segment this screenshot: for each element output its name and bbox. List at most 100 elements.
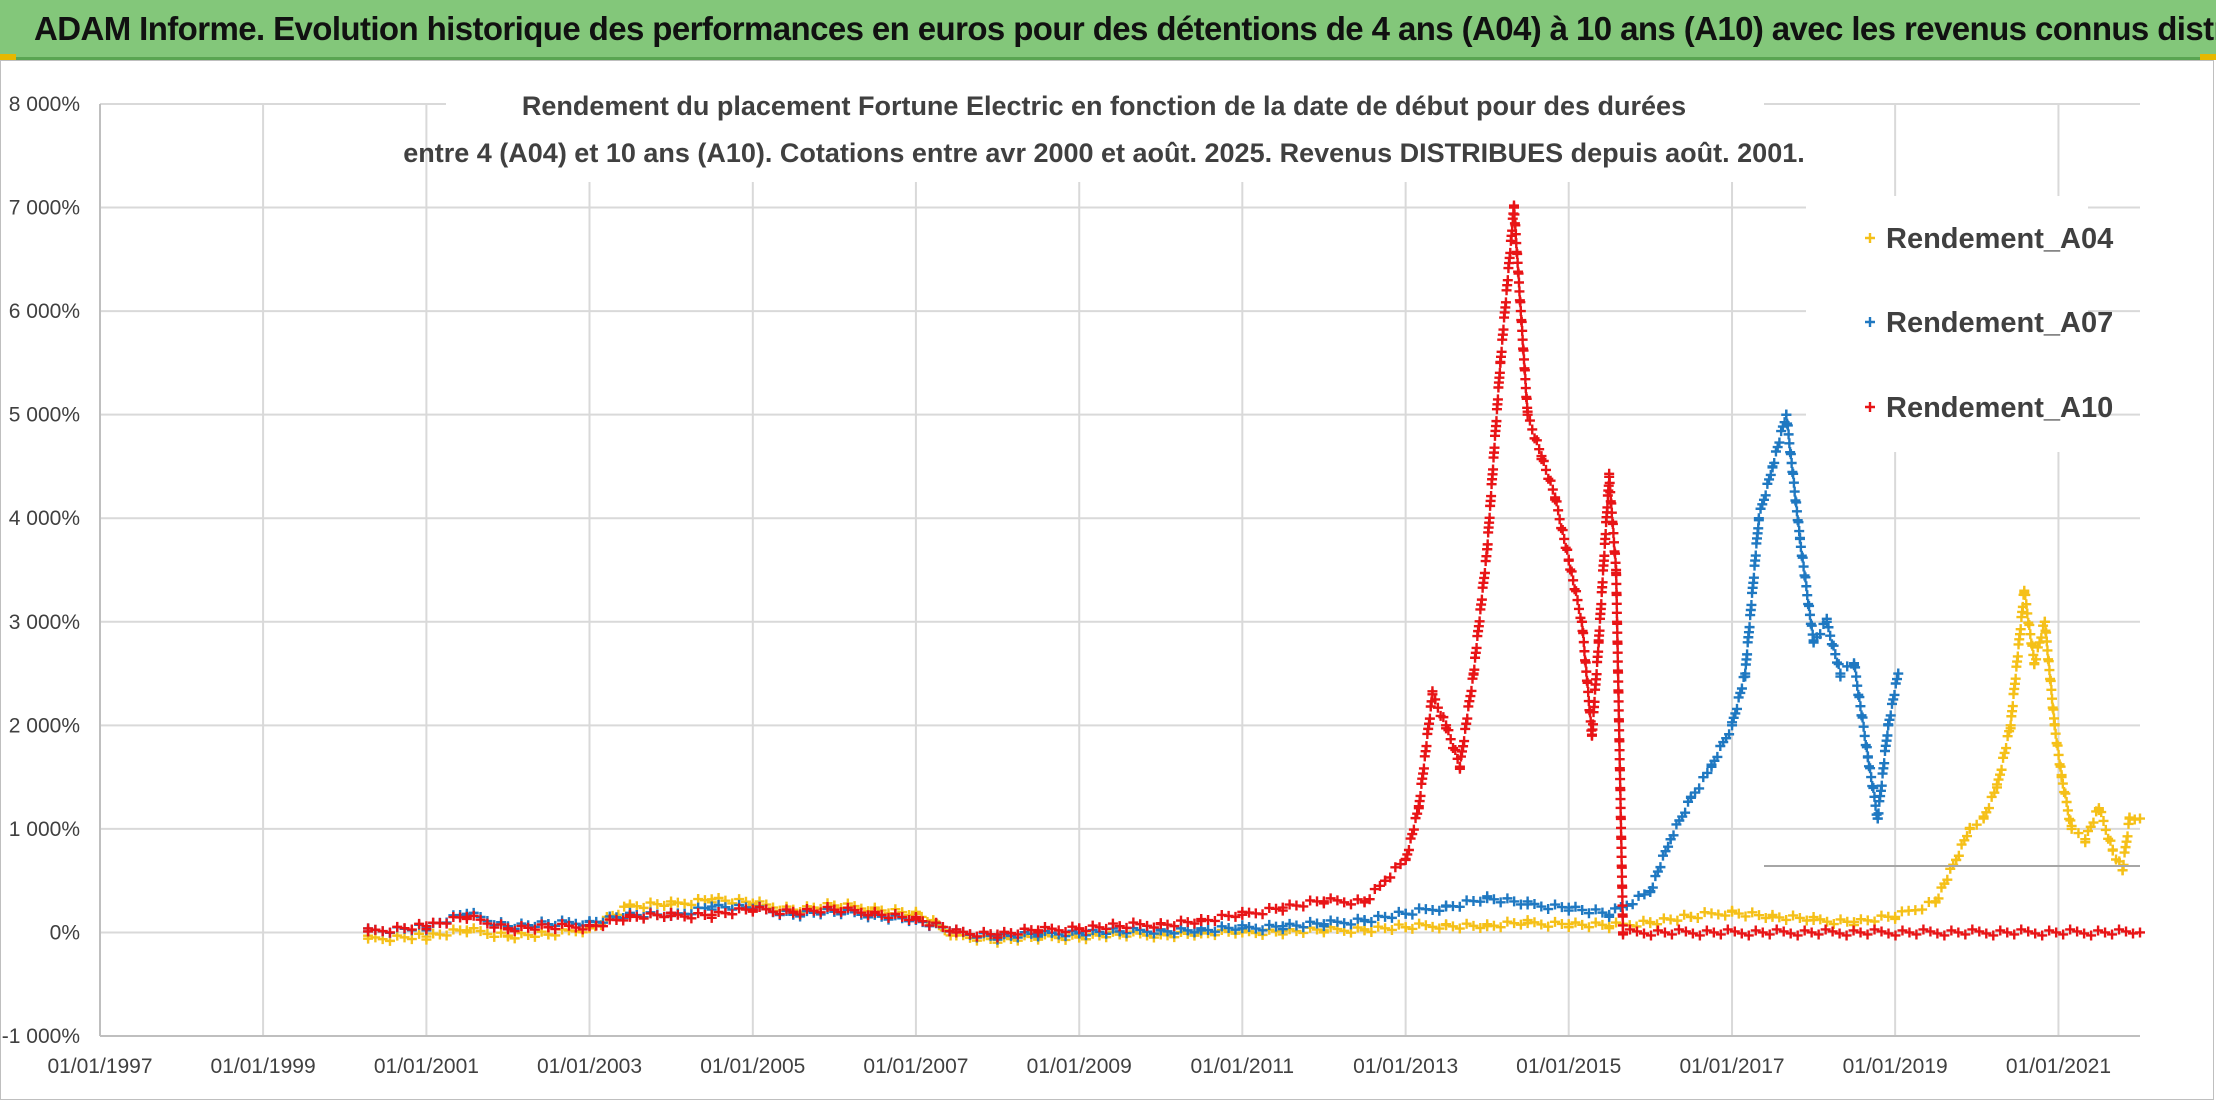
series-marker bbox=[618, 915, 629, 926]
data-point bbox=[1318, 896, 1329, 907]
series-marker bbox=[1230, 911, 1241, 922]
series-marker bbox=[1615, 785, 1626, 796]
series-marker bbox=[1541, 464, 1552, 475]
data-point bbox=[1114, 921, 1125, 932]
data-point bbox=[1033, 925, 1044, 936]
series-marker bbox=[1615, 902, 1626, 913]
series-marker bbox=[1750, 550, 1761, 561]
series-marker bbox=[1395, 859, 1406, 870]
series-marker bbox=[1581, 666, 1592, 677]
series-marker bbox=[1783, 429, 1794, 440]
series-marker bbox=[1582, 677, 1593, 688]
series-marker bbox=[2058, 929, 2069, 940]
series-marker bbox=[2016, 924, 2027, 935]
series-marker bbox=[1550, 899, 1561, 910]
data-point bbox=[1767, 911, 1778, 922]
series-marker bbox=[1498, 324, 1509, 335]
series-marker bbox=[1746, 599, 1757, 610]
series-marker bbox=[1475, 923, 1486, 934]
series-marker bbox=[2052, 740, 2063, 751]
series-marker bbox=[2001, 743, 2012, 754]
data-point bbox=[1277, 902, 1288, 913]
series-marker bbox=[509, 926, 520, 937]
data-point bbox=[1808, 915, 1819, 926]
series-marker bbox=[2098, 815, 2109, 826]
series-marker bbox=[1461, 918, 1472, 929]
series-marker bbox=[1612, 627, 1623, 638]
series-marker bbox=[1995, 925, 2006, 936]
series-marker bbox=[795, 909, 806, 920]
series-marker bbox=[2047, 693, 2058, 704]
series-marker bbox=[1536, 901, 1547, 912]
series-marker bbox=[1806, 927, 1817, 938]
series-marker bbox=[1788, 477, 1799, 488]
series-marker bbox=[489, 922, 500, 933]
series-marker bbox=[1616, 822, 1627, 833]
series-marker bbox=[2105, 835, 2116, 846]
series-marker bbox=[652, 899, 663, 910]
series-marker bbox=[399, 932, 410, 943]
series-marker bbox=[1625, 924, 1635, 935]
series-marker bbox=[1101, 923, 1112, 934]
series-marker bbox=[931, 917, 942, 928]
series-marker bbox=[1754, 910, 1764, 921]
series-marker bbox=[686, 899, 697, 910]
series-marker bbox=[1305, 916, 1316, 927]
series-marker bbox=[2002, 731, 2013, 742]
series-marker bbox=[557, 918, 568, 929]
x-tick-label: 01/01/2007 bbox=[863, 1055, 968, 1078]
series-marker bbox=[1786, 457, 1797, 468]
series-marker bbox=[1861, 742, 1872, 753]
series-marker bbox=[1386, 924, 1397, 935]
series-marker bbox=[1687, 928, 1698, 939]
series-marker bbox=[1496, 346, 1507, 357]
series-marker bbox=[1352, 922, 1363, 933]
series-marker bbox=[1616, 862, 1627, 873]
y-tick-label: 5 000% bbox=[9, 404, 80, 427]
x-tick-label: 01/01/2005 bbox=[700, 1055, 805, 1078]
series-marker bbox=[1570, 917, 1581, 928]
series-marker bbox=[917, 916, 928, 927]
series-marker bbox=[1386, 912, 1397, 923]
series-marker bbox=[1094, 922, 1105, 933]
series-marker bbox=[1765, 469, 1776, 480]
series-marker bbox=[1748, 572, 1759, 583]
data-point bbox=[1872, 813, 1883, 824]
series-marker bbox=[1974, 926, 1985, 937]
series-marker bbox=[1543, 904, 1554, 915]
series-marker bbox=[1652, 925, 1663, 936]
series-marker bbox=[727, 909, 738, 920]
series-marker bbox=[563, 920, 574, 931]
series-marker bbox=[1736, 683, 1747, 694]
series-marker bbox=[645, 897, 656, 908]
corner-mark-right bbox=[2200, 54, 2216, 60]
series-marker bbox=[1512, 248, 1523, 259]
series-marker bbox=[1989, 787, 2000, 798]
x-tick-label: 01/01/2015 bbox=[1516, 1055, 1621, 1078]
series-marker bbox=[1345, 899, 1356, 910]
series-marker bbox=[1760, 490, 1771, 501]
series-marker bbox=[2024, 619, 2035, 630]
series-marker bbox=[876, 909, 887, 920]
series-marker bbox=[1612, 638, 1623, 649]
series-marker bbox=[1826, 639, 1837, 650]
series-marker bbox=[516, 920, 527, 931]
series-marker bbox=[978, 926, 989, 937]
series-marker bbox=[2010, 673, 2021, 684]
series-marker bbox=[1298, 922, 1309, 933]
series-marker bbox=[1813, 929, 1824, 940]
data-point bbox=[1563, 919, 1574, 930]
series-marker bbox=[1520, 374, 1531, 385]
data-point bbox=[1992, 782, 2003, 793]
series-marker bbox=[2041, 636, 2052, 647]
data-point bbox=[624, 911, 635, 922]
series-marker bbox=[1488, 464, 1499, 475]
series-marker bbox=[1804, 600, 1815, 611]
series-marker bbox=[1610, 548, 1621, 559]
series-marker bbox=[2055, 761, 2066, 772]
series-marker bbox=[1492, 394, 1503, 405]
y-axis-ticks: -1 000% 0% 1 000% 2 000% 3 000% 4 000% 5 000% 6… bbox=[2, 93, 80, 1048]
series-marker bbox=[1855, 927, 1866, 938]
series-marker bbox=[489, 931, 500, 942]
series-marker bbox=[2057, 778, 2068, 789]
